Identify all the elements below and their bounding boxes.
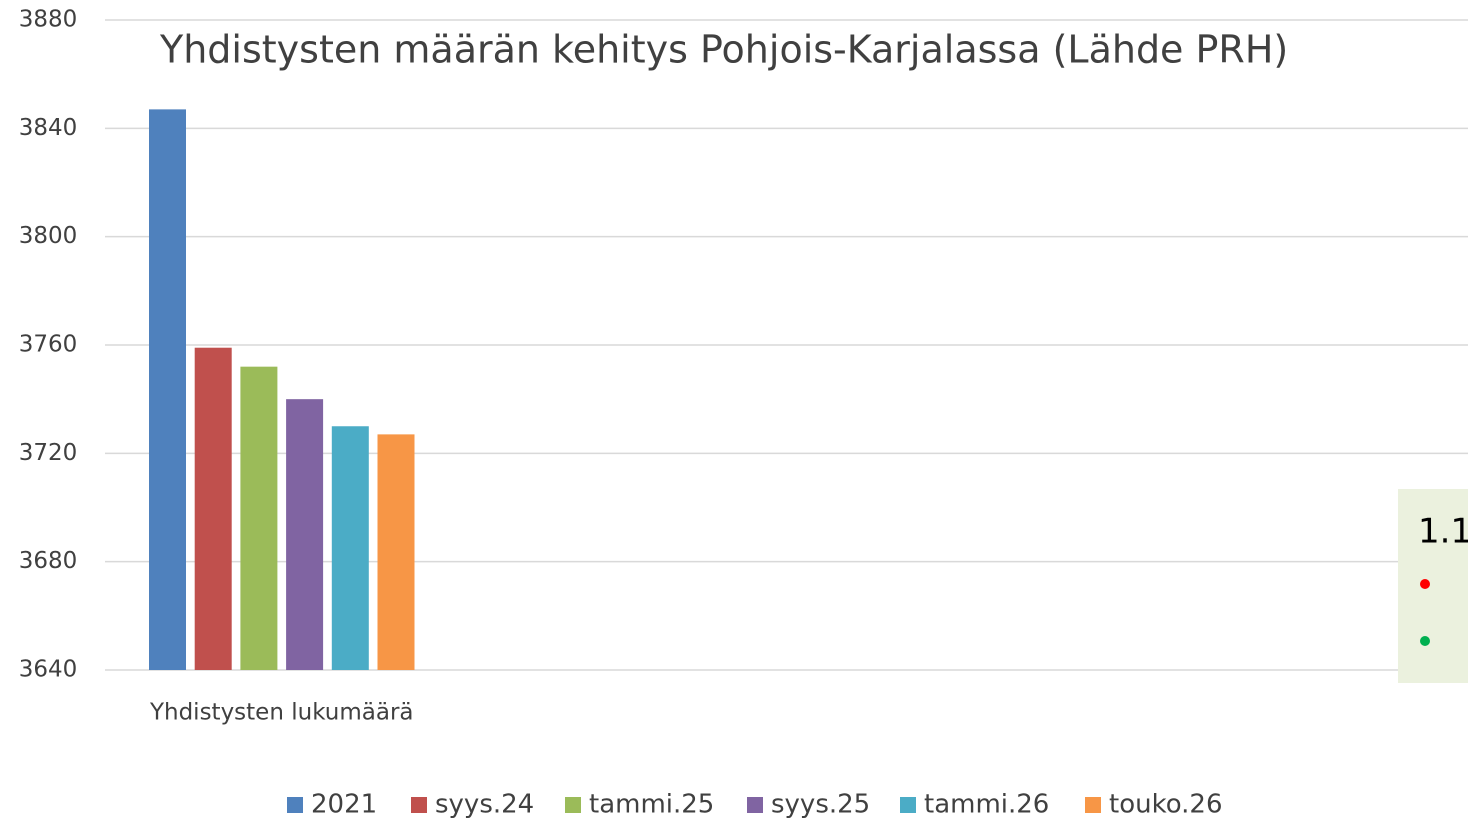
y-tick-label: 3640 — [19, 657, 78, 683]
legend-label: tammi.25 — [589, 790, 714, 820]
bar — [286, 399, 324, 670]
y-tick-label: 3720 — [19, 440, 78, 466]
x-tick-label: Yhdistysten lukumäärä — [149, 700, 414, 726]
legend-swatch — [287, 797, 303, 813]
bar — [377, 434, 415, 670]
legend-swatch — [1085, 797, 1101, 813]
overlay-text: 1.1 — [1418, 512, 1468, 552]
bar — [194, 347, 232, 670]
overlay-panel — [1398, 489, 1468, 683]
y-tick-label: 3680 — [19, 548, 78, 574]
bar — [240, 366, 278, 670]
y-tick-label: 3800 — [19, 223, 78, 249]
bar — [149, 109, 186, 670]
legend-label: 2021 — [311, 790, 377, 820]
legend-swatch — [565, 797, 581, 813]
bullet — [1420, 579, 1430, 589]
legend-swatch — [900, 797, 916, 813]
legend-label: tammi.26 — [924, 790, 1049, 820]
bar — [331, 426, 369, 670]
y-tick-label: 3840 — [19, 115, 78, 141]
legend-label: syys.25 — [771, 790, 870, 820]
y-tick-label: 3880 — [19, 7, 78, 33]
bullet — [1420, 636, 1430, 646]
y-tick-label: 3760 — [19, 332, 78, 358]
legend-label: touko.26 — [1109, 790, 1223, 820]
legend-label: syys.24 — [435, 790, 534, 820]
legend-swatch — [747, 797, 763, 813]
legend-swatch — [411, 797, 427, 813]
chart-title: Yhdistysten määrän kehitys Pohjois-Karja… — [159, 28, 1288, 72]
